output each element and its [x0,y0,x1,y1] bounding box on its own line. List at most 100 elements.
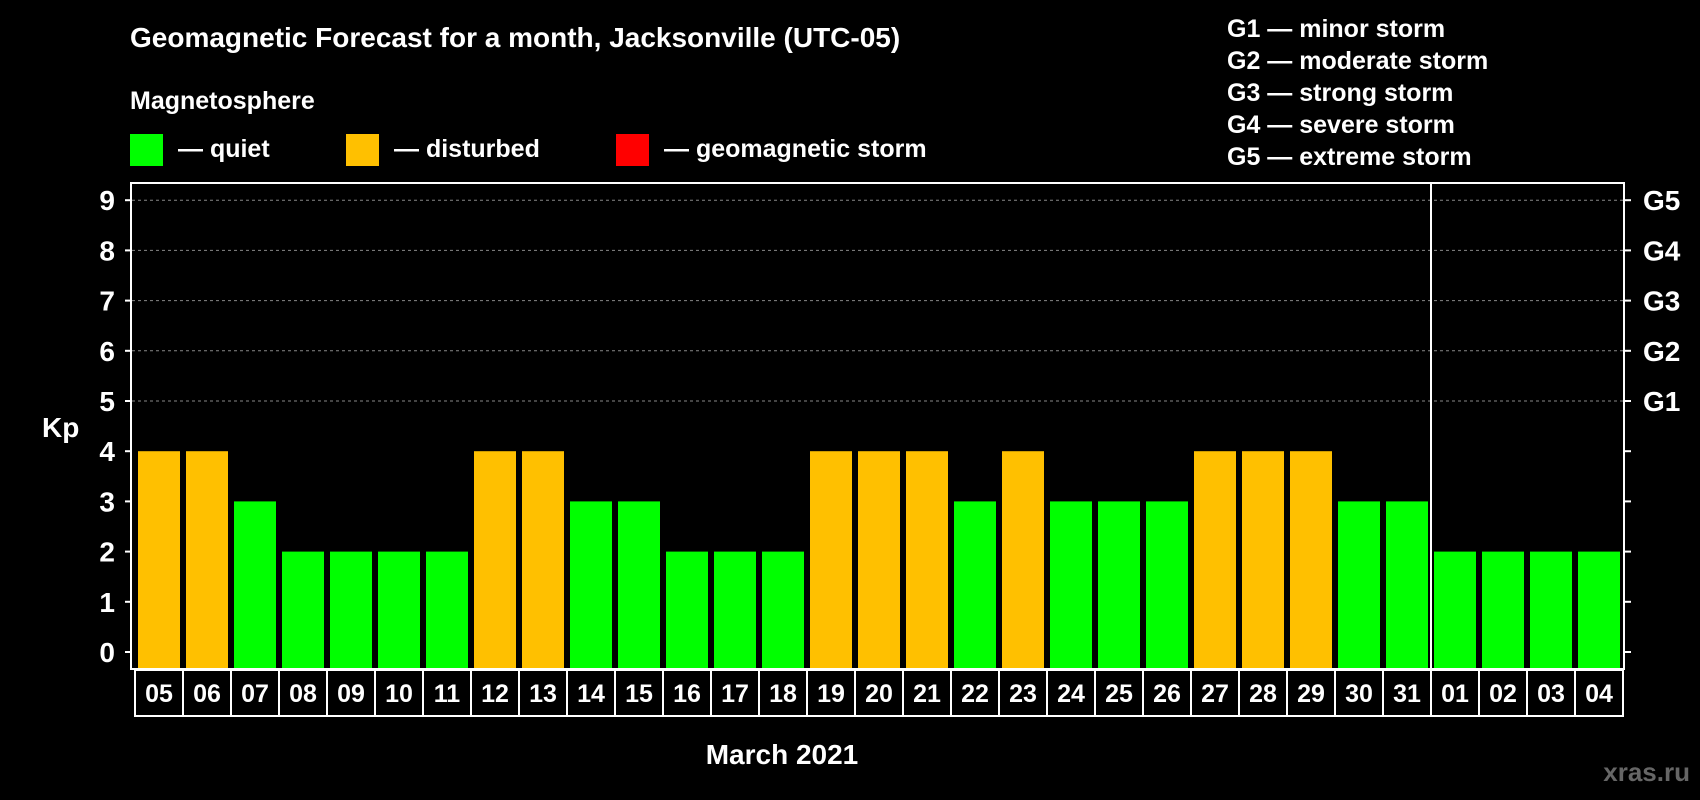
x-tick-label: 19 [817,680,845,708]
x-tick-label: 06 [193,680,221,708]
bar-05 [138,451,180,668]
bar-13 [522,451,564,668]
y-tick-label: 8 [99,235,115,266]
x-tick-label: 31 [1393,680,1421,708]
bar-17 [714,551,756,668]
chart-title: Geomagnetic Forecast for a month, Jackso… [130,22,900,53]
chart-subtitle: Magnetosphere [130,87,315,115]
g-level-label: G5 [1643,185,1680,216]
bar-06 [186,451,228,668]
x-tick-label: 03 [1537,680,1565,708]
x-tick-label: 25 [1105,680,1133,708]
bar-16 [666,551,708,668]
x-tick-label: 16 [673,680,701,708]
x-tick-label: 11 [434,680,461,708]
legend-swatch-quiet [130,134,163,166]
bar-03 [1530,551,1572,668]
y-tick-label: 1 [99,587,115,618]
bar-30 [1338,501,1380,668]
y-tick-label: 0 [99,637,115,668]
x-tick-label: 28 [1249,680,1277,708]
bars [138,451,1620,668]
y-tick-label: 9 [99,185,115,216]
storm-scale-legend: G1 — minor storm G2 — moderate storm G3 … [1227,15,1488,171]
x-axis-ticks: 05 06 07 08 09 10 11 12 13 14 15 16 17 18 19 20 21 22 23 24… [134,669,1624,717]
x-tick-label: 07 [241,680,269,708]
bar-28 [1242,451,1284,668]
x-tick-label: 22 [961,680,989,708]
g-axis-ticks: G1 G2 G3 G4 G5 [1643,185,1681,417]
x-tick-label: 24 [1057,680,1085,708]
bar-24 [1050,501,1092,668]
x-tick-label: 05 [145,680,173,708]
x-tick-label: 20 [865,680,893,708]
x-axis-label: March 2021 [706,739,859,770]
x-tick-label: 21 [913,680,941,708]
bar-09 [330,551,372,668]
y-tick-label: 6 [99,336,115,367]
x-tick-label: 29 [1297,680,1325,708]
legend: — quiet — disturbed — geomagnetic storm [130,134,927,166]
bar-15 [618,501,660,668]
bar-12 [474,451,516,668]
bar-23 [1002,451,1044,668]
y-tick-label: 4 [99,436,115,467]
x-axis-box [134,669,1624,717]
y-axis-label: Kp [42,412,79,443]
bar-20 [858,451,900,668]
bar-02 [1482,551,1524,668]
x-tick-label: 14 [577,680,605,708]
bar-29 [1290,451,1332,668]
y-tick-label: 2 [99,537,115,568]
x-tick-label: 18 [769,680,797,708]
x-tick-label: 17 [721,680,749,708]
legend-label-storm: — geomagnetic storm [664,135,927,163]
storm-scale-g4: G4 — severe storm [1227,111,1455,139]
g-level-label: G3 [1643,286,1680,317]
bar-22 [954,501,996,668]
bar-10 [378,551,420,668]
g-level-label: G2 [1643,336,1680,367]
bar-25 [1098,501,1140,668]
storm-scale-g3: G3 — strong storm [1227,79,1453,107]
y-tick-label: 3 [99,486,115,517]
y-tick-label: 5 [99,386,115,417]
y-axis-ticks: 0 1 2 3 4 5 6 7 8 9 [99,185,1631,668]
bar-14 [570,501,612,668]
legend-swatch-disturbed [346,134,379,166]
bar-01 [1434,551,1476,668]
bar-27 [1194,451,1236,668]
y-tick-label: 7 [99,286,115,317]
bar-31 [1386,501,1428,668]
x-tick-label: 30 [1345,680,1373,708]
x-tick-label: 09 [337,680,365,708]
bar-08 [282,551,324,668]
watermark: xras.ru [1603,757,1690,787]
bar-26 [1146,501,1188,668]
bar-07 [234,501,276,668]
x-tick-label: 13 [529,680,557,708]
x-tick-label: 15 [625,680,653,708]
storm-scale-g2: G2 — moderate storm [1227,47,1488,75]
x-tick-label: 10 [385,680,413,708]
bar-18 [762,551,804,668]
storm-scale-g5: G5 — extreme storm [1227,143,1472,171]
x-tick-label: 26 [1153,680,1181,708]
legend-label-disturbed: — disturbed [394,135,540,163]
legend-swatch-storm [616,134,649,166]
g-level-label: G4 [1643,235,1681,266]
legend-label-quiet: — quiet [178,135,270,163]
x-tick-label: 12 [481,680,509,708]
x-tick-label: 27 [1201,680,1229,708]
x-tick-label: 08 [289,680,317,708]
x-tick-label: 23 [1009,680,1037,708]
x-tick-label: 04 [1585,680,1613,708]
bar-04 [1578,551,1620,668]
g-level-label: G1 [1643,386,1680,417]
bar-19 [810,451,852,668]
bar-21 [906,451,948,668]
bar-11 [426,551,468,668]
x-tick-label: 01 [1441,680,1469,708]
storm-scale-g1: G1 — minor storm [1227,15,1445,43]
